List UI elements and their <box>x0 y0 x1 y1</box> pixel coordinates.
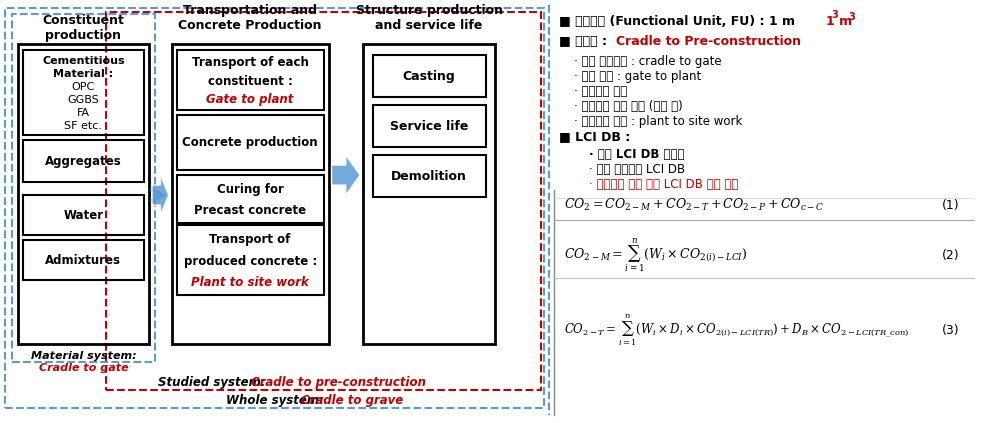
Polygon shape <box>332 155 360 195</box>
Text: (3): (3) <box>942 324 959 337</box>
Text: Transport of: Transport of <box>209 233 291 247</box>
Text: · 콘크리트 운반 : plant to site work: · 콘크리트 운반 : plant to site work <box>574 115 742 128</box>
Text: Cradle to gate: Cradle to gate <box>39 363 128 373</box>
Text: ■ 기능단위 (Functional Unit, FU) : 1 m: ■ 기능단위 (Functional Unit, FU) : 1 m <box>559 15 795 28</box>
Text: GGBS: GGBS <box>68 95 100 105</box>
Text: · 재료 운반 : gate to plant: · 재료 운반 : gate to plant <box>574 70 701 83</box>
Text: OPC: OPC <box>72 82 95 92</box>
Polygon shape <box>152 175 168 215</box>
Text: Admixtures: Admixtures <box>46 253 122 266</box>
Text: $CO_{2-M} = \sum_{i=1}^{n}\left(W_i \times CO_{2(i)-LCI}\right)$: $CO_{2-M} = \sum_{i=1}^{n}\left(W_i \tim… <box>564 236 748 274</box>
Text: Cementitious: Cementitious <box>42 55 124 66</box>
Text: · 국가 LCI DB 정보망: · 국가 LCI DB 정보망 <box>589 148 684 161</box>
Text: Whole system:: Whole system: <box>226 393 328 407</box>
Text: · 구성 재료생산 : cradle to gate: · 구성 재료생산 : cradle to gate <box>574 55 721 68</box>
Text: (2): (2) <box>942 249 959 261</box>
Text: Cradle to Pre-construction: Cradle to Pre-construction <box>617 35 801 48</box>
Text: 1 m: 1 m <box>826 15 853 28</box>
Text: Precast concrete: Precast concrete <box>194 204 306 217</box>
Text: · 국가 건축자재 LCI DB: · 국가 건축자재 LCI DB <box>589 163 684 176</box>
Text: Studied system:: Studied system: <box>158 376 270 388</box>
Text: Cradle to grave: Cradle to grave <box>301 393 403 407</box>
Text: Gate to plant: Gate to plant <box>206 93 294 106</box>
Text: 3: 3 <box>849 12 856 22</box>
Text: Water: Water <box>64 209 104 222</box>
Text: Material system:: Material system: <box>31 351 136 361</box>
Text: Concrete production: Concrete production <box>182 136 318 149</box>
Text: Constituent
production: Constituent production <box>43 14 124 42</box>
Text: ■ LCI DB :: ■ LCI DB : <box>559 130 630 143</box>
Text: (1): (1) <box>942 198 959 212</box>
Text: Aggregates: Aggregates <box>45 154 122 168</box>
Text: constituent :: constituent : <box>208 74 293 88</box>
Text: Demolition: Demolition <box>391 170 467 183</box>
Text: Material :: Material : <box>54 69 114 79</box>
Text: $CO_{2-T} = \sum_{i=1}^{n}\left(W_i \times D_i \times CO_{2(i)-LCI(TR)}\right) +: $CO_{2-T} = \sum_{i=1}^{n}\left(W_i \tim… <box>564 312 909 348</box>
Text: Casting: Casting <box>402 70 455 82</box>
Text: · 콘크리트 부재 양생 (필요 시): · 콘크리트 부재 양생 (필요 시) <box>574 100 682 113</box>
Text: ■ 시스템 :: ■ 시스템 : <box>559 35 612 48</box>
Text: Curing for: Curing for <box>217 183 284 196</box>
Text: Structure production
and service life: Structure production and service life <box>356 4 503 32</box>
Text: · 콘크리트 생산: · 콘크리트 생산 <box>574 85 627 98</box>
Text: SF etc.: SF etc. <box>65 121 103 131</box>
Text: $CO_2 = CO_{2-M} + CO_{2-T} + CO_{2-P} + CO_{c-C}$: $CO_2 = CO_{2-M} + CO_{2-T} + CO_{2-P} +… <box>564 197 825 213</box>
Text: produced concrete :: produced concrete : <box>183 255 317 268</box>
Text: · 콘크리트 재료 관련 LCI DB 구축 시급: · 콘크리트 재료 관련 LCI DB 구축 시급 <box>589 178 738 191</box>
Text: Service life: Service life <box>390 120 468 132</box>
Text: Cradle to pre-construction: Cradle to pre-construction <box>251 376 426 388</box>
Text: 3: 3 <box>831 10 838 20</box>
Text: FA: FA <box>77 108 90 118</box>
Text: Transport of each: Transport of each <box>191 56 309 69</box>
Text: Plant to site work: Plant to site work <box>191 276 309 289</box>
Text: Transportation and
Concrete Production: Transportation and Concrete Production <box>178 4 322 32</box>
